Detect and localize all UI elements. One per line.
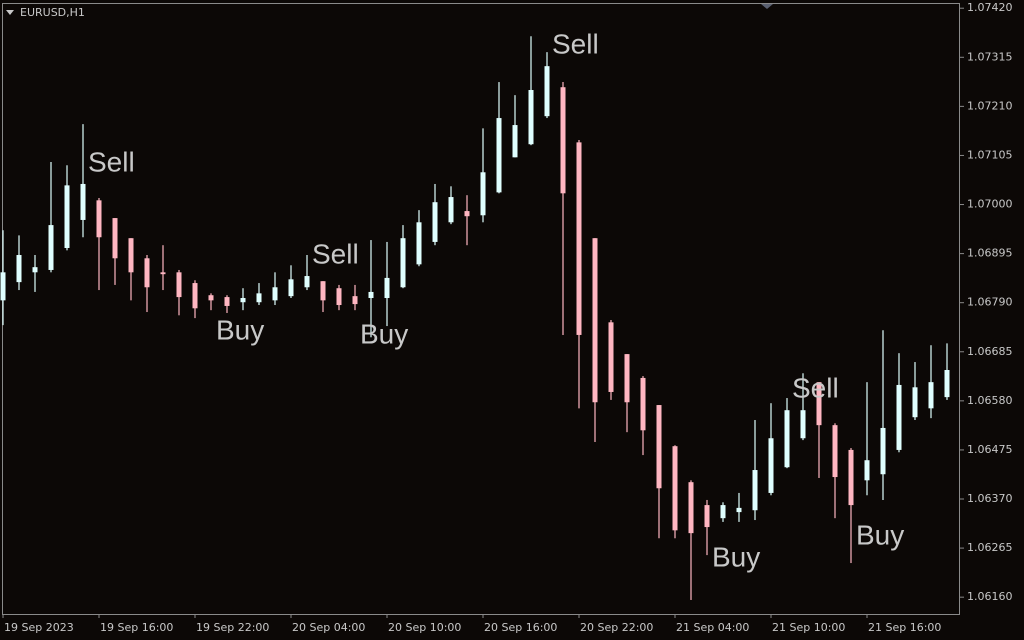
x-tick-label: 19 Sep 22:00 <box>196 621 269 634</box>
x-tick-label: 20 Sep 16:00 <box>484 621 557 634</box>
candle-body <box>96 200 102 238</box>
candle-body <box>528 90 534 145</box>
candle-body <box>688 482 694 534</box>
y-tick-label: 1.07315 <box>967 50 1013 63</box>
candle-body <box>368 291 374 299</box>
candle-body <box>432 202 438 242</box>
signal-label: Sell <box>552 29 599 60</box>
x-tick-label: 21 Sep 16:00 <box>868 621 941 634</box>
shift-marker <box>761 4 773 9</box>
x-tick-label: 19 Sep 16:00 <box>100 621 173 634</box>
candle-body <box>832 425 838 478</box>
candle-body <box>848 449 854 506</box>
y-tick-label: 1.06790 <box>967 296 1013 309</box>
candle-body <box>624 354 630 403</box>
x-tick-label: 20 Sep 10:00 <box>388 621 461 634</box>
candle-body <box>704 505 710 528</box>
candle-body <box>32 267 38 273</box>
candle-body <box>304 276 310 288</box>
candle-body <box>944 370 950 398</box>
signal-label: Sell <box>312 238 359 269</box>
y-tick-label: 1.06160 <box>967 590 1013 603</box>
signal-label: Buy <box>216 315 264 346</box>
candle-body <box>576 142 582 335</box>
candle-body <box>592 238 598 403</box>
x-tick-label: 19 Sep 2023 <box>4 621 74 634</box>
candle-body <box>64 185 70 248</box>
candle-body <box>240 298 246 303</box>
signal-label: Sell <box>88 146 135 177</box>
candle-body <box>800 410 806 439</box>
chart-title: EURUSD,H1 <box>20 6 85 19</box>
candle-body <box>48 225 54 270</box>
candle-body <box>176 272 182 298</box>
candle-body <box>16 255 22 283</box>
symbol-toggle[interactable] <box>6 10 14 15</box>
candle-body <box>160 272 166 275</box>
candle-body <box>288 279 294 297</box>
candle-body <box>880 427 886 475</box>
candle-body <box>128 238 134 273</box>
candle-body <box>416 222 422 265</box>
y-tick-label: 1.06895 <box>967 247 1013 260</box>
candle-body <box>480 172 486 216</box>
candle-body <box>208 295 214 301</box>
signal-label: Buy <box>712 541 760 572</box>
candle-body <box>320 281 326 301</box>
candle-body <box>144 258 150 288</box>
candle-body <box>384 277 390 299</box>
candle-body <box>816 382 822 426</box>
signal-label: Buy <box>856 519 904 550</box>
candle-body <box>928 382 934 409</box>
candle-body <box>608 322 614 392</box>
candle-body <box>448 197 454 223</box>
candle-body <box>544 66 550 117</box>
y-tick-label: 1.07210 <box>967 99 1013 112</box>
candle-body <box>112 218 118 259</box>
candle-body <box>656 405 662 489</box>
candle-body <box>256 293 262 303</box>
candle-body <box>560 87 566 194</box>
candle-body <box>192 283 198 309</box>
candle-body <box>0 272 6 301</box>
y-tick-label: 1.06265 <box>967 541 1013 554</box>
candle-body <box>272 287 278 301</box>
candle-body <box>784 410 790 468</box>
candle-body <box>336 288 342 306</box>
candle-body <box>864 460 870 481</box>
candle-body <box>352 296 358 305</box>
candle-body <box>224 297 230 306</box>
y-tick-label: 1.06370 <box>967 492 1013 505</box>
candle-body <box>720 505 726 519</box>
candle-body <box>672 446 678 531</box>
candle-body <box>80 183 86 220</box>
y-tick-label: 1.07105 <box>967 148 1013 161</box>
y-tick-label: 1.06475 <box>967 443 1013 456</box>
signal-label: Sell <box>792 373 839 404</box>
candle-body <box>736 507 742 513</box>
candle-body <box>464 211 470 217</box>
x-tick-label: 21 Sep 04:00 <box>676 621 749 634</box>
candle-body <box>896 384 902 450</box>
candle-body <box>752 470 758 511</box>
candle-body <box>400 238 406 288</box>
candle-body <box>512 125 518 158</box>
y-tick-label: 1.06580 <box>967 394 1013 407</box>
candle-body <box>640 377 646 431</box>
signal-label: Buy <box>360 318 408 349</box>
candle-body <box>496 118 502 193</box>
x-tick-label: 20 Sep 04:00 <box>292 621 365 634</box>
y-tick-label: 1.06685 <box>967 345 1013 358</box>
y-tick-label: 1.07000 <box>967 198 1013 211</box>
x-tick-label: 20 Sep 22:00 <box>580 621 653 634</box>
y-tick-label: 1.07420 <box>967 1 1013 14</box>
candle-body <box>768 438 774 493</box>
candle-body <box>912 387 918 418</box>
x-tick-label: 21 Sep 10:00 <box>772 621 845 634</box>
